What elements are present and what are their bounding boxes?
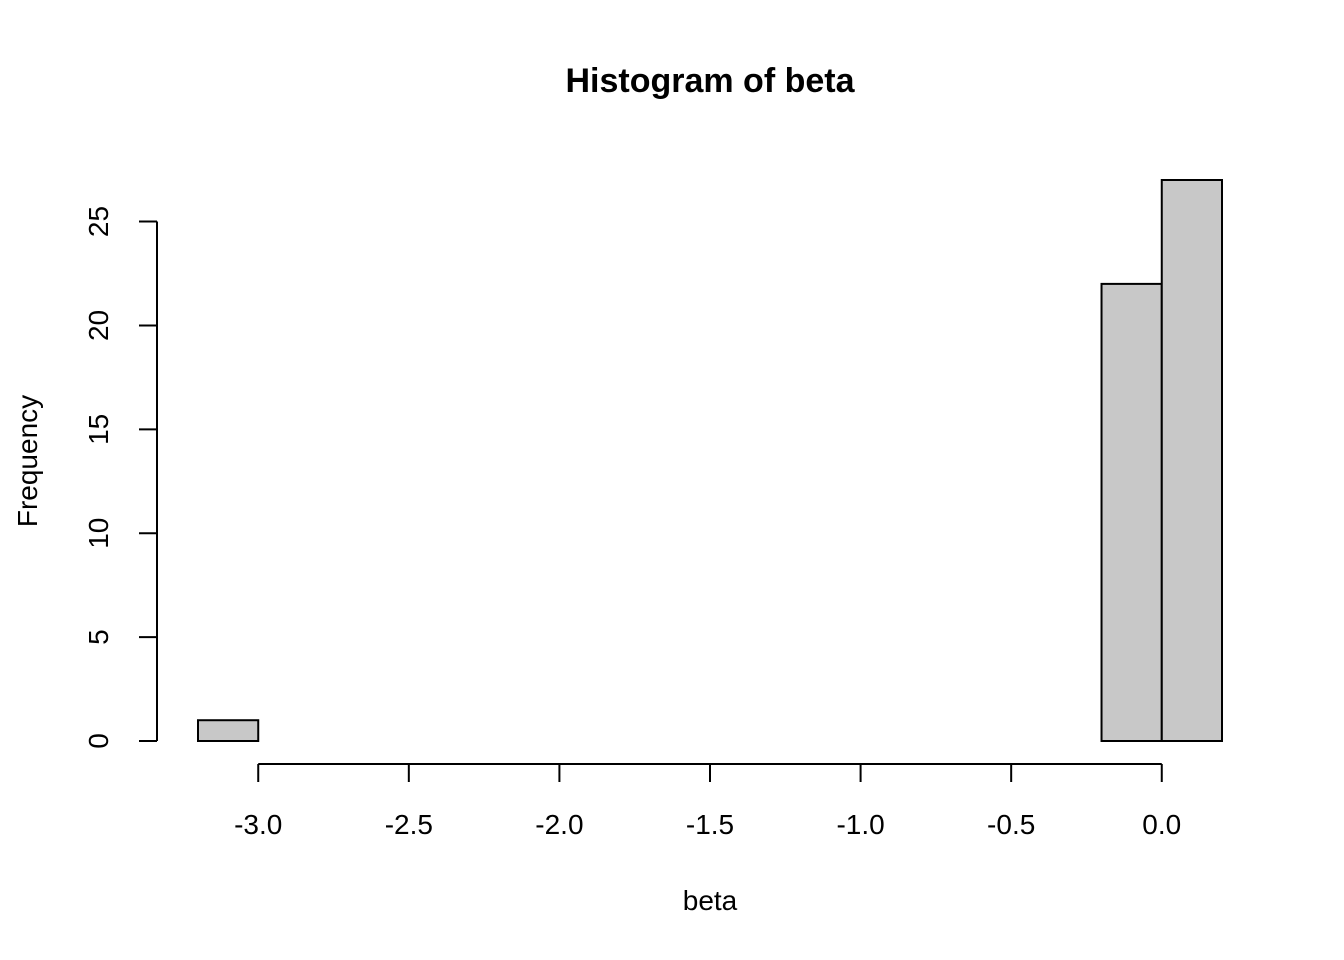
- y-tick-label: 20: [83, 310, 114, 341]
- x-tick-label: -3.0: [234, 809, 282, 840]
- x-tick-label: -1.5: [686, 809, 734, 840]
- histogram-bar-16: [1160, 179, 1223, 742]
- bars-group: [197, 179, 1223, 743]
- x-tick-label: -2.5: [385, 809, 433, 840]
- y-axis: 0 5 10 15 20 25: [83, 206, 158, 749]
- y-tick-label: 5: [83, 629, 114, 645]
- x-axis: -3.0 -2.5 -2.0 -1.5 -1.0 -0.5 0.0: [234, 763, 1181, 840]
- chart-title: Histogram of beta: [565, 62, 855, 100]
- x-axis-label: beta: [683, 885, 738, 916]
- y-axis-label: Frequency: [12, 395, 43, 527]
- y-tick-label: 15: [83, 414, 114, 445]
- y-tick-label: 10: [83, 518, 114, 549]
- y-tick-label: 25: [83, 206, 114, 237]
- histogram-bar-15: [1100, 282, 1163, 742]
- x-tick-label: -2.0: [535, 809, 583, 840]
- x-tick-label: 0.0: [1142, 809, 1181, 840]
- y-tick-label: 0: [83, 733, 114, 749]
- x-tick-label: -0.5: [987, 809, 1035, 840]
- histogram-bar-0: [197, 719, 260, 743]
- x-tick-label: -1.0: [836, 809, 884, 840]
